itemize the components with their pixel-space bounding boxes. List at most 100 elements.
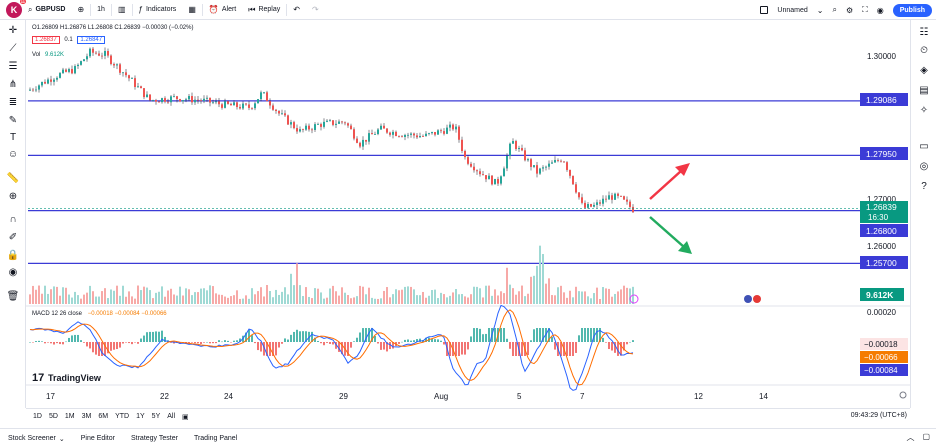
time-axis[interactable]: 17 22 24 29 Aug 5 7 12 14: [46, 392, 768, 401]
text-icon[interactable]: T: [9, 131, 17, 143]
crosshair-icon[interactable]: ✛: [8, 24, 18, 36]
publish-button[interactable]: Publish: [892, 3, 932, 17]
search-icon: ⌕: [28, 4, 33, 14]
volume-bar: [200, 288, 202, 304]
redo-button[interactable]: ↷: [306, 0, 325, 20]
eye-icon[interactable]: ◉: [8, 266, 18, 278]
user-avatar[interactable]: K 11: [6, 0, 26, 18]
clock[interactable]: 09:43:29 (UTC+8): [850, 412, 907, 419]
macd-histogram-bar: [170, 342, 172, 343]
tab-pine-editor[interactable]: Pine Editor: [73, 435, 123, 442]
chart-canvas[interactable]: 1.30000 1.27000 1.26000 0.00020 1.29086 …: [0, 0, 910, 408]
volume-bar: [587, 296, 589, 304]
volume-bar: [545, 283, 547, 304]
volume-bar: [425, 297, 427, 304]
candle-body: [68, 69, 70, 72]
chevron-down-icon[interactable]: ⌄: [816, 5, 824, 15]
camera-icon[interactable]: ◉: [876, 5, 884, 15]
calendar-icon[interactable]: ▤: [919, 84, 929, 96]
volume-bar: [512, 288, 514, 304]
layout-name[interactable]: Unnamed: [777, 6, 808, 14]
tf-6m[interactable]: 6M: [98, 413, 109, 420]
sell-price[interactable]: 1.26837: [32, 36, 60, 44]
fib-icon[interactable]: ≣: [8, 96, 18, 108]
candle-body: [266, 92, 268, 102]
collapse-icon[interactable]: ︿: [906, 433, 915, 442]
layers-icon[interactable]: ◈: [920, 64, 928, 76]
volume-bar: [293, 285, 295, 304]
chat-icon[interactable]: ▭: [919, 140, 929, 152]
chart-type-button[interactable]: ▥: [112, 0, 132, 20]
fullscreen-icon[interactable]: ⛶: [862, 5, 868, 14]
volume-bar: [347, 295, 349, 304]
macd-histogram-bar: [92, 342, 94, 353]
replay-icon: ⏮: [248, 4, 256, 14]
symbol-search[interactable]: ⌕ GBPUSD: [22, 0, 71, 20]
lock-drawings-icon[interactable]: ✐: [8, 231, 18, 243]
emoji-icon[interactable]: ☺: [7, 148, 19, 160]
tf-1y[interactable]: 1Y: [136, 413, 145, 420]
candles-icon: ▥: [117, 5, 126, 14]
candle-body: [32, 89, 34, 91]
volume-bar: [104, 288, 106, 304]
lock-icon[interactable]: 🔒: [6, 249, 20, 261]
brush-icon[interactable]: ✎: [8, 114, 18, 126]
candle-body: [419, 136, 421, 138]
trash-icon[interactable]: 🗑: [6, 290, 20, 302]
tab-trading-panel[interactable]: Trading Panel: [186, 435, 245, 442]
macd-histogram-bar: [512, 342, 514, 356]
help-icon[interactable]: ?: [921, 180, 927, 192]
candle-body: [110, 55, 112, 65]
tab-strategy-tester[interactable]: Strategy Tester: [123, 435, 186, 442]
alerts-clock-icon[interactable]: ⏲: [920, 44, 928, 56]
tf-1d[interactable]: 1D: [33, 413, 42, 420]
pitchfork-icon[interactable]: ⋔: [8, 78, 18, 90]
tf-1m[interactable]: 1M: [64, 413, 75, 420]
watchlist-icon[interactable]: ☷: [919, 26, 929, 38]
trend-line-icon[interactable]: ⟋: [9, 42, 17, 54]
event-markers[interactable]: [629, 294, 761, 304]
macd-histogram-bar: [140, 338, 142, 342]
tf-5d[interactable]: 5D: [48, 413, 58, 420]
price-tick: 1.26000: [867, 242, 896, 251]
volume-bar: [596, 287, 598, 304]
ruler-icon[interactable]: 📏: [6, 172, 20, 184]
macd-histogram-bar: [284, 338, 286, 342]
templates-button[interactable]: ▦: [182, 0, 202, 20]
candle-body: [623, 196, 625, 200]
streams-icon[interactable]: ◎: [919, 160, 929, 172]
macd-histogram-bar: [509, 342, 511, 349]
volume-bar: [533, 275, 535, 304]
macd-histogram-bar: [350, 342, 352, 348]
tf-all[interactable]: All: [167, 413, 176, 420]
quick-search-icon[interactable]: ⌕: [832, 5, 837, 14]
ideas-icon[interactable]: ✧: [919, 104, 929, 116]
tf-5y[interactable]: 5Y: [151, 413, 161, 420]
settings-icon[interactable]: ⚙: [845, 5, 854, 15]
volume-bar: [197, 292, 199, 304]
magnet-icon[interactable]: ∩: [9, 213, 17, 225]
tf-3m[interactable]: 3M: [81, 413, 92, 420]
macd-histogram-bar: [119, 342, 121, 348]
layout-checkbox[interactable]: [760, 6, 769, 14]
replay-button[interactable]: ⏮ Replay: [242, 0, 286, 20]
interval-button[interactable]: 1h: [91, 0, 111, 20]
volume-bar: [305, 287, 307, 304]
candle-body: [581, 197, 583, 203]
zoom-icon[interactable]: ⊕: [8, 190, 18, 202]
macd-settings-icon[interactable]: [899, 391, 907, 399]
candle-body: [473, 166, 475, 171]
macd-label: MACD 12 26 close: [32, 311, 83, 317]
horizontal-lines-icon[interactable]: ☰: [8, 60, 18, 72]
tab-stock-screener[interactable]: Stock Screener ⌄: [0, 435, 73, 443]
tf-ytd[interactable]: YTD: [115, 413, 130, 420]
indicators-button[interactable]: ƒ Indicators: [133, 0, 183, 20]
macd-legend: MACD 12 26 close −0.00018 −0.00084 −0.00…: [32, 311, 167, 317]
calendar-range-icon[interactable]: ▣: [182, 413, 189, 421]
maximize-icon[interactable]: ▢: [922, 432, 930, 441]
compare-button[interactable]: ⊕: [71, 0, 90, 20]
price-axis[interactable]: 1.30000 1.27000 1.26000 0.00020: [867, 52, 896, 317]
alert-button[interactable]: ⏰ Alert: [203, 0, 242, 20]
buy-price[interactable]: 1.26847: [77, 36, 106, 44]
undo-button[interactable]: ↶: [287, 0, 306, 20]
